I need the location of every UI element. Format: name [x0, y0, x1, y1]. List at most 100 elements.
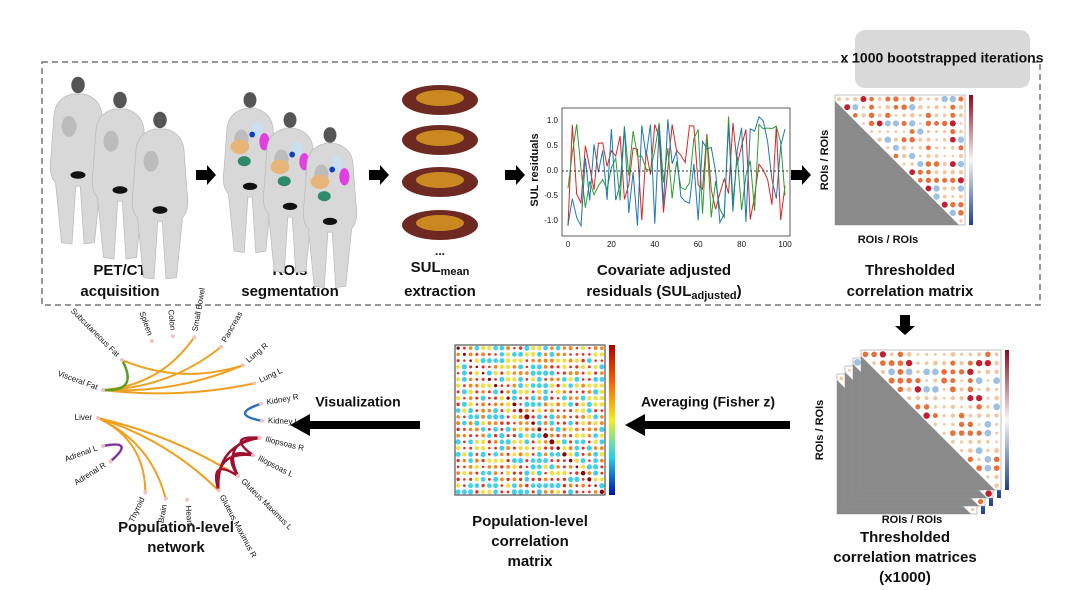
caption-subscript: adjusted [691, 290, 736, 302]
matrix-dot [861, 113, 866, 118]
matrix-dot [925, 379, 928, 382]
matrix-dot [581, 421, 586, 426]
matrix-dot [594, 409, 598, 413]
matrix-dot [884, 136, 892, 143]
matrix-dot [524, 389, 530, 395]
matrix-dot [493, 476, 499, 482]
matrix-dot [879, 360, 886, 367]
head [153, 111, 167, 129]
matrix-dot [544, 377, 548, 381]
matrix-dot [543, 490, 548, 494]
network-node [240, 363, 245, 368]
network-edge [230, 452, 254, 477]
matrix-dot [524, 489, 530, 495]
matrix-dot [876, 120, 883, 127]
matrix-dot [574, 358, 580, 363]
matrix-dot [599, 421, 604, 426]
matrix-dot [905, 368, 913, 376]
matrix-dot [574, 383, 580, 388]
matrix-dot [975, 447, 983, 455]
matrix-dot [506, 346, 511, 351]
heart [329, 166, 336, 173]
matrix-dot [568, 377, 573, 382]
matrix-dot [995, 387, 999, 391]
matrix-dot [575, 390, 579, 394]
matrix-dot [512, 414, 517, 420]
matrix-dot [985, 369, 991, 375]
head [113, 91, 127, 109]
matrix-bg [454, 344, 606, 496]
matrix-dot [593, 427, 598, 432]
matrix-dot [456, 471, 460, 475]
network-edge [121, 359, 244, 375]
matrix-dot [562, 477, 567, 482]
matrix-dot [494, 396, 498, 400]
matrix-dot [499, 395, 505, 401]
matrix-dot [506, 384, 510, 388]
matrix-dot [958, 201, 964, 208]
matrix-dot [942, 423, 946, 426]
matrix-dot [536, 433, 542, 439]
lung [251, 121, 263, 136]
matrix-dot [480, 395, 486, 401]
matrix-dot [909, 104, 916, 111]
matrix-dot [941, 201, 948, 208]
matrix-dot [487, 352, 491, 356]
matrix-dot [593, 451, 599, 457]
matrix-dot [505, 377, 511, 382]
matrix-dot [474, 458, 479, 463]
matrix-dot [468, 383, 473, 388]
matrix-dot [463, 396, 466, 400]
matrix-dot [950, 360, 956, 366]
matrix-dot [949, 430, 956, 437]
torso [302, 143, 358, 289]
node-label: Spleen [138, 310, 155, 336]
matrix-dot [506, 421, 510, 425]
caption: residuals (SULadjusted) [586, 283, 741, 302]
matrix-dot [985, 413, 990, 418]
matrix-dot [949, 95, 957, 103]
matrix-dot [500, 409, 504, 413]
matrix-dot [593, 389, 599, 395]
matrix-dot [959, 440, 964, 444]
arrow [791, 165, 811, 185]
matrix-dot [581, 446, 585, 450]
matrix-dot [463, 478, 466, 481]
matrix-dot [556, 421, 560, 425]
matrix-dot [562, 433, 567, 438]
matrix-dot [917, 128, 924, 135]
x-tick-label: 0 [566, 240, 571, 249]
body [222, 92, 278, 254]
matrix-dot [468, 352, 473, 357]
body [49, 76, 107, 245]
matrix-dot [468, 377, 473, 382]
matrix-dot [487, 408, 492, 413]
matrix-dot [481, 459, 485, 463]
matrix-dot [943, 146, 947, 150]
matrix-dot [853, 358, 861, 366]
matrix-dot [897, 368, 904, 375]
matrix-dot [455, 408, 461, 413]
matrix-dot [588, 353, 591, 356]
matrix-dot [536, 458, 542, 464]
matrix-dot [909, 136, 915, 143]
matrix-dot [943, 154, 946, 158]
matrix-dot [525, 378, 529, 381]
matrix-dot [593, 420, 598, 426]
matrix-dot [893, 153, 899, 159]
matrix-dot [581, 490, 585, 494]
matrix-dot [593, 470, 599, 476]
pet-uptake [416, 172, 464, 188]
matrix-dot [568, 489, 574, 495]
matrix-dot [463, 484, 466, 487]
matrix-dot [599, 383, 604, 388]
matrix-dot [475, 396, 479, 400]
head [323, 127, 337, 143]
network-node [257, 435, 262, 440]
matrix-dot [480, 470, 486, 476]
network-edge [102, 443, 123, 463]
matrix-dot [511, 389, 517, 395]
matrix-dot [593, 433, 598, 438]
caption: correlation [491, 533, 569, 550]
matrix-dot [468, 414, 474, 420]
